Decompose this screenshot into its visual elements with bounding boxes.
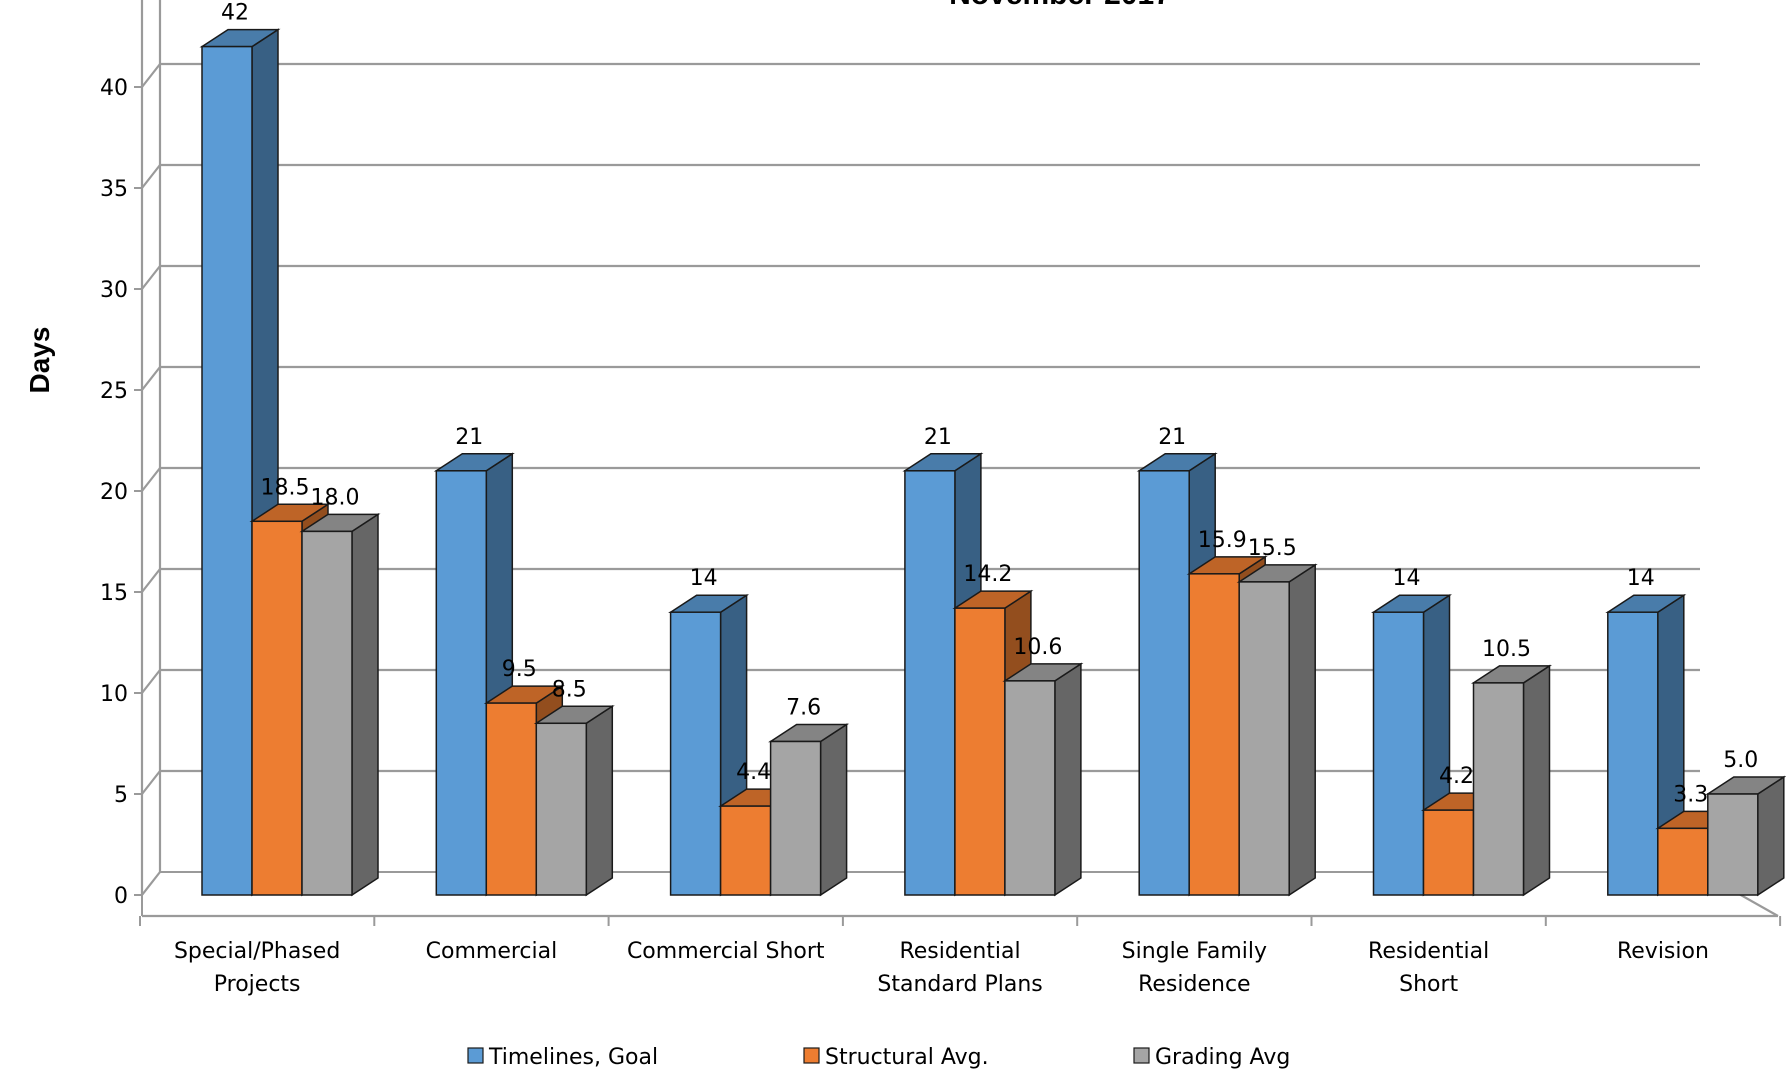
data-label: 21 [924,425,952,450]
bar [1238,581,1290,896]
bar [1707,793,1759,896]
chart-title: November 2017 [0,0,1786,12]
bar [1138,470,1190,896]
side-gridline [141,265,161,290]
bar-side [351,513,379,897]
y-axis-label: Days [24,326,55,394]
data-label: 3.3 [1673,782,1708,807]
x-tick-label: Commercial Short [627,939,825,964]
legend-entry: Grading Avg [1155,1045,1290,1070]
data-label: 4.2 [1439,764,1474,789]
legend-swatch [1133,1047,1150,1064]
bar [1422,809,1475,896]
x-tick-label: Special/Phased [174,939,340,964]
y-tick-label: 40 [100,76,128,101]
data-label: 14.2 [963,562,1012,587]
bar [1607,611,1659,896]
data-label: 10.6 [1013,635,1062,660]
x-tick-label: Commercial [426,939,558,964]
bar-side [585,704,614,897]
bar [1472,682,1525,896]
bar [485,702,538,896]
bar-side [1288,563,1316,897]
side-gridline [141,467,161,492]
side-gridline [141,568,161,593]
bar [1188,573,1240,896]
bar-side [819,723,848,897]
side-gridline [141,669,161,694]
data-label: 18.5 [261,475,310,500]
y-tick-label: 5 [114,783,128,808]
legend-entry: Timelines, Goal [488,1045,658,1070]
bar [669,611,722,896]
x-tick-label: Revision [1617,939,1709,964]
side-gridline [141,164,161,189]
bar [769,740,822,896]
data-label: 21 [455,425,483,450]
bar [954,607,1006,896]
data-label: 14 [1627,566,1655,591]
data-label: 14 [690,566,718,591]
data-label: 5.0 [1723,748,1758,773]
legend-entry: Structural Avg. [825,1045,989,1070]
data-label: 7.6 [786,695,821,720]
bar [904,470,956,896]
y-tick-label: 30 [100,278,128,303]
data-label: 15.5 [1248,536,1297,561]
data-label: 9.5 [502,657,537,682]
x-tick-label: Residential [1368,939,1489,964]
x-tick-label: Residence [1138,972,1250,997]
bar-side [1757,775,1785,897]
legend-swatch [803,1047,820,1064]
y-tick-label: 25 [100,379,128,404]
side-gridline [141,871,161,896]
bar [719,805,772,896]
y-tick-label: 35 [100,177,128,202]
y-tick-label: 0 [114,884,128,909]
bar-side [1522,664,1551,897]
data-label: 4.4 [736,760,771,785]
x-tick-label: Residential [899,939,1020,964]
bar-side [1054,662,1082,897]
bar [301,530,353,896]
side-gridline [141,366,161,391]
data-label: 21 [1158,425,1186,450]
side-gridline [141,770,161,795]
side-gridline [141,63,161,88]
x-tick-label: Single Family [1122,939,1267,964]
data-label: 8.5 [552,677,587,702]
data-label: 42 [221,1,249,26]
bar [1004,680,1056,896]
bar [1372,611,1425,896]
x-tick-label: Standard Plans [877,972,1042,997]
bar [435,470,488,896]
data-label: 15.9 [1198,528,1247,553]
bar [201,45,253,896]
x-tick-label: Short [1399,972,1458,997]
y-tick-label: 15 [100,581,128,606]
data-label: 10.5 [1482,637,1531,662]
bar [1657,827,1709,896]
y-tick-label: 10 [100,682,128,707]
data-label: 14 [1393,566,1421,591]
bar [251,520,303,896]
data-label: 18.0 [311,485,360,510]
x-tick-label: Projects [214,972,301,997]
y-tick-label: 20 [100,480,128,505]
legend-swatch [467,1047,484,1064]
bar [535,722,588,896]
